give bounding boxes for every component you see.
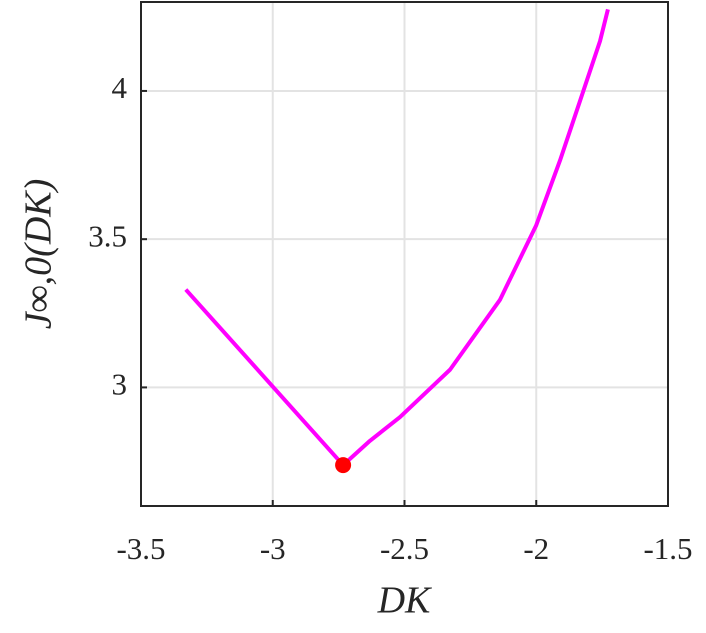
marker: [335, 457, 352, 474]
y-tick-label: 3.5: [88, 218, 127, 253]
line: [341, 8, 610, 467]
x-tick-label: -2.5: [380, 531, 429, 566]
x-axis-label: DK: [377, 580, 432, 622]
line: [184, 288, 345, 467]
y-tick-label: 4: [112, 70, 128, 105]
axes-box: [140, 1, 669, 507]
y-tick-label: 3: [112, 367, 128, 402]
x-tick-label: -3: [260, 531, 286, 566]
y-axis-label: J∞,0(DK): [18, 179, 60, 330]
x-tick-label: -2: [523, 531, 549, 566]
x-tick-label: -1.5: [643, 531, 692, 566]
x-tick-label: -3.5: [116, 531, 165, 566]
